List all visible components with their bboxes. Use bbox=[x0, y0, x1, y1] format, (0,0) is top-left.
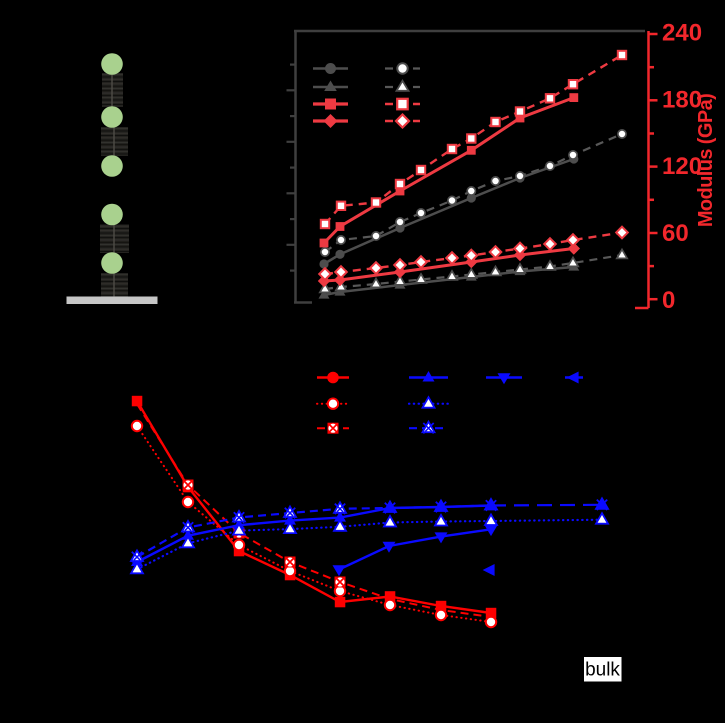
svg-text:60: 60 bbox=[662, 220, 689, 247]
svg-text:Modulus (GPa): Modulus (GPa) bbox=[695, 94, 717, 227]
svg-text:120: 120 bbox=[662, 153, 702, 180]
svg-text:bulk: bulk bbox=[585, 660, 620, 681]
svg-text:180: 180 bbox=[662, 87, 702, 114]
svg-text:0: 0 bbox=[662, 287, 675, 314]
svg-text:240: 240 bbox=[662, 20, 702, 47]
